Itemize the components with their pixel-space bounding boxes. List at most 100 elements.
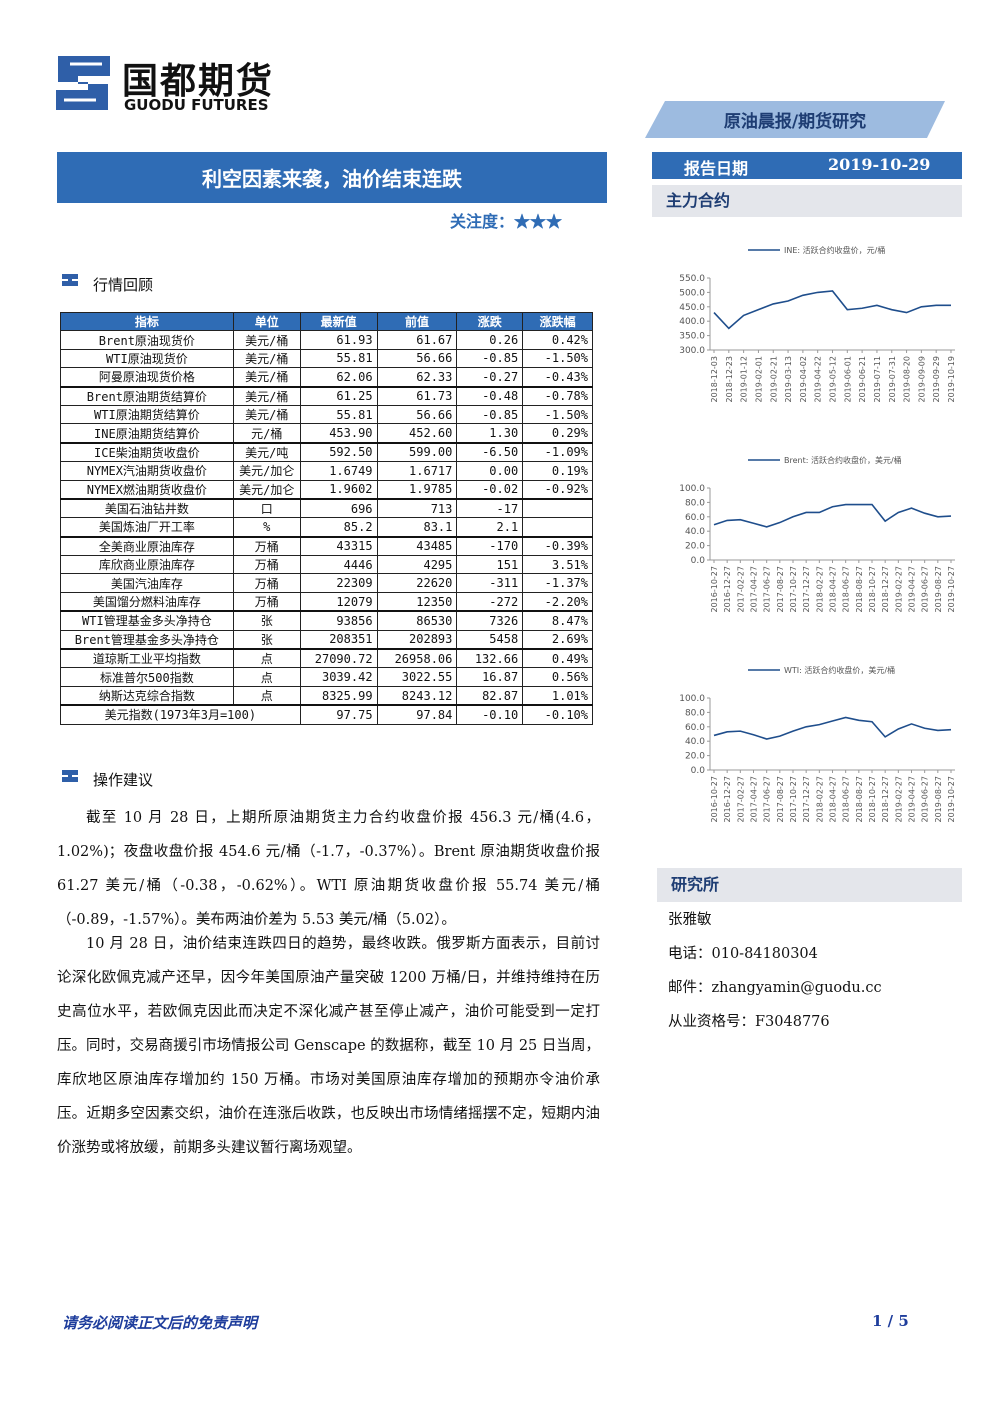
x-tick-label: 2019-10-27 [947, 566, 956, 613]
x-tick-label: 2018-04-27 [829, 566, 838, 613]
x-tick-label: 2017-04-27 [750, 776, 759, 823]
x-tick-label: 2019-07-31 [888, 356, 897, 403]
table-row: 标准普尔500指数点 3039.42 3022.55 16.87 0.56% [60, 667, 593, 687]
table-cell: 16.87 [456, 667, 524, 687]
table-cell: 61.25 [299, 385, 378, 406]
table-cell: 道琼斯工业平均指数 [60, 648, 234, 669]
header-cell: 最新值 [299, 311, 378, 332]
table-cell: 696 [299, 497, 378, 519]
x-tick-label: 2019-01-12 [740, 356, 749, 403]
y-tick-label: 100.0 [679, 694, 705, 704]
table-cell: 202893 [376, 629, 458, 650]
table-cell: 85.2 [299, 517, 378, 538]
table-cell: 3.51% [522, 555, 593, 575]
table-cell: -0.92% [522, 479, 593, 500]
table-row: NYMEX燃油期货收盘价 美元/加仑 1.9602 1.9785 -0.02 -0.92% [60, 479, 593, 500]
date-label: 报告日期 [684, 159, 749, 178]
table-cell: 1.9602 [299, 479, 378, 500]
table-cell: WTI原油期货结算价 [60, 404, 234, 425]
x-tick-label: 2019-02-27 [894, 776, 903, 823]
license: 从业资格号：F3048776 [668, 1014, 830, 1030]
x-tick-label: 2017-02-27 [736, 776, 745, 823]
table-cell: 97.84 [376, 704, 458, 725]
research-heading: 研究所 [657, 868, 962, 902]
table-cell: 22309 [299, 573, 378, 593]
table-cell: 12350 [376, 591, 458, 612]
logo-mark [56, 56, 110, 110]
x-tick-label: 2018-04-27 [829, 776, 838, 823]
x-tick-label: 2019-02-27 [894, 566, 903, 613]
table-cell: 61.73 [376, 385, 458, 406]
table-header: 指标 单位 最新值 前值 涨跌 涨跌幅 [60, 311, 593, 332]
table-row: Brent原油现货价 美元/桶 61.93 61.67 0.26 0.42% [60, 330, 593, 350]
y-tick-label: 550.0 [679, 274, 705, 284]
table-cell: 592.50 [299, 441, 378, 463]
table-cell: 阿曼原油现货价格 [60, 367, 234, 388]
x-tick-label: 2018-10-27 [868, 566, 877, 613]
table-cell: 83.1 [376, 517, 458, 538]
series-line [713, 716, 952, 740]
table-row: 纳斯达克综合指数点 8325.99 8243.12 82.87 1.01% [60, 685, 593, 706]
table-cell: -17 [456, 497, 524, 519]
table-cell: 56.66 [376, 348, 458, 369]
table-cell: 1.9785 [376, 479, 458, 500]
table-cell: 713 [376, 497, 458, 519]
y-tick-label: 450.0 [679, 303, 705, 313]
x-tick-label: 2019-04-02 [799, 356, 808, 403]
table-cell: 55.81 [299, 348, 378, 369]
table-cell: -2.20% [522, 591, 593, 612]
table-cell: NYMEX燃油期货收盘价 [60, 479, 234, 500]
x-tick-label: 2016-10-27 [710, 776, 719, 823]
x-tick-label: 2018-06-27 [842, 776, 851, 823]
table-cell: 美国馏分燃料油库存 [60, 591, 234, 612]
table-row: ICE柴油期货收盘价 美元/吨 592.50 599.00 -6.50 -1.09% [60, 441, 593, 463]
table-cell: -0.85 [456, 404, 524, 425]
x-tick-label: 2019-06-27 [921, 776, 930, 823]
logo-cn: 国都期货 [122, 61, 275, 102]
table-row: 美国石油钻井数口 696 713 -17 [60, 497, 593, 519]
table-cell [522, 497, 593, 519]
table-row: WTI原油现货价 美元/桶 55.81 56.66 -0.85 -1.50% [60, 348, 593, 369]
x-tick-label: 2018-10-27 [868, 776, 877, 823]
section-heading: 行情回顾 [93, 276, 154, 294]
table-cell: 82.87 [456, 685, 524, 706]
table-cell: -0.43% [522, 367, 593, 388]
table-row: 全美商业原油库存 万桶 43315 43485 -170 -0.39% [60, 535, 593, 557]
table-cell: -1.50% [522, 404, 593, 425]
table-cell: 元/桶 [232, 423, 301, 444]
banner-text: 原油晨报/期货研究 [724, 111, 866, 132]
y-tick-label: 80.0 [685, 708, 705, 718]
table-cell: -1.50% [522, 348, 593, 369]
x-tick-label: 2019-09-29 [932, 356, 941, 403]
table-cell: 美元/桶 [232, 348, 301, 369]
table-cell: 8.47% [522, 610, 593, 631]
x-tick-label: 2019-08-20 [903, 356, 912, 403]
header-cell: 单位 [232, 311, 301, 332]
table-cell: 全美商业原油库存 [60, 535, 234, 557]
table-cell: % [232, 517, 301, 538]
table-cell: 151 [456, 555, 524, 575]
header-cell: 前值 [376, 311, 458, 332]
x-tick-label: 2018-08-27 [855, 566, 864, 613]
table-cell: -1.37% [522, 573, 593, 593]
table-cell: 0.19% [522, 461, 593, 481]
x-tick-label: 2019-02-21 [769, 356, 778, 403]
table-cell: 美元/桶 [232, 404, 301, 425]
table-cell: 美元/加仑 [232, 479, 301, 500]
x-tick-label: 2019-04-27 [908, 776, 917, 823]
table-row: WTI管理基金多头净持仓张 93856 86530 7326 8.47% [60, 610, 593, 631]
table-cell: 12079 [299, 591, 378, 612]
table-cell: 2.69% [522, 629, 593, 650]
legend-label: Brent: 活跃合约收盘价，美元/桶 [784, 455, 902, 465]
x-tick-label: 2019-08-27 [934, 566, 943, 613]
x-tick-label: 2019-09-09 [917, 356, 926, 403]
table-cell: -0.10 [456, 704, 524, 725]
paragraph: 10 月 28 日，油价结束连跌四日的趋势，最终收跌。俄罗斯方面表示，目前讨论深… [57, 936, 600, 1156]
x-tick-label: 2019-04-22 [814, 356, 823, 403]
y-tick-label: 350.0 [679, 332, 705, 342]
table-cell: 标准普尔500指数 [60, 667, 234, 687]
table-cell: -0.10% [522, 704, 593, 725]
y-tick-label: 100.0 [679, 484, 705, 494]
y-tick-label: 0.0 [691, 766, 706, 776]
